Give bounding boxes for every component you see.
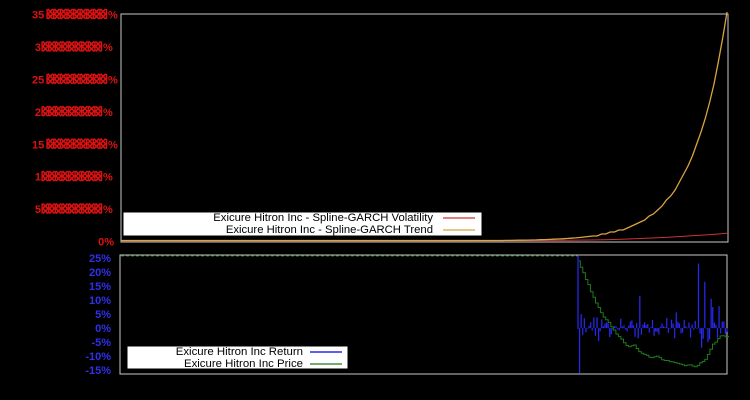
svg-text:%: %: [103, 172, 113, 184]
svg-text:10%: 10%: [89, 295, 111, 307]
svg-text:%: %: [108, 10, 118, 22]
svg-text:20%: 20%: [89, 267, 111, 279]
svg-text:Exicure Hitron Inc - Spline-GA: Exicure Hitron Inc - Spline-GARCH Trend: [226, 224, 433, 236]
svg-text:%: %: [103, 107, 113, 119]
svg-text:15%: 15%: [89, 281, 111, 293]
svg-text:2: 2: [35, 107, 41, 119]
svg-text:Exicure Hitron Inc - Spline-GA: Exicure Hitron Inc - Spline-GARCH Volati…: [213, 212, 433, 224]
svg-text:5%: 5%: [95, 309, 111, 321]
svg-text:%: %: [108, 74, 118, 86]
svg-text:-15%: -15%: [85, 365, 111, 377]
svg-text:-10%: -10%: [85, 351, 111, 363]
svg-text:%: %: [108, 139, 118, 151]
svg-text:35: 35: [32, 10, 44, 22]
svg-text:5: 5: [35, 204, 41, 216]
svg-text:%: %: [103, 204, 113, 216]
svg-text:Exicure Hitron Inc Price: Exicure Hitron Inc Price: [184, 358, 303, 370]
svg-text:15: 15: [32, 139, 44, 151]
svg-text:25%: 25%: [89, 253, 111, 265]
svg-text:Exicure Hitron Inc Return: Exicure Hitron Inc Return: [176, 346, 303, 358]
svg-text:25: 25: [32, 74, 44, 86]
svg-text:%: %: [103, 42, 113, 54]
svg-text:1: 1: [35, 172, 41, 184]
svg-text:0%: 0%: [98, 237, 114, 249]
svg-text:0%: 0%: [95, 323, 111, 335]
svg-text:-5%: -5%: [91, 337, 111, 349]
svg-text:3: 3: [35, 42, 41, 54]
